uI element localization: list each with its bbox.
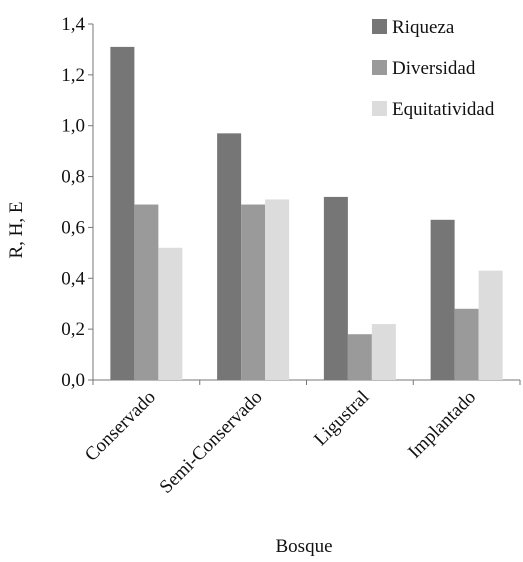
legend-label-diversidad: Diversidad [392, 58, 476, 79]
y-tick-label: 1,0 [61, 116, 85, 137]
y-tick-label: 0,0 [61, 370, 85, 391]
legend-label-riqueza: Riqueza [392, 17, 455, 38]
bar-diversidad-conservado [134, 204, 159, 380]
y-axis: 0,0 0,2 0,4 0,6 0,8 1,0 1,2 1,4 [61, 14, 94, 391]
x-axis-title: Bosque [276, 536, 333, 557]
y-tick-label: 0,2 [61, 319, 85, 340]
bar-diversidad-ligustral [347, 334, 372, 380]
y-tick-label: 1,2 [61, 65, 85, 86]
bar-equitatividad-conservado [158, 247, 183, 380]
legend-label-equitatividad: Equitatividad [392, 99, 495, 120]
legend-swatch-riqueza [372, 19, 387, 34]
legend-swatch-diversidad [372, 60, 387, 75]
x-tick-label: Ligustral [310, 387, 373, 450]
legend-swatch-equitatividad [372, 101, 387, 116]
bar-equitatividad-ligustral [371, 324, 396, 380]
y-axis-title: R, H, E [6, 202, 27, 259]
bar-equitatividad-implantado [478, 270, 503, 380]
bars [110, 46, 503, 381]
x-tick-label: Implantado [404, 387, 480, 463]
y-tick-label: 0,4 [61, 268, 85, 289]
bar-riqueza-semi-conservado [217, 133, 242, 380]
legend: Riqueza Diversidad Equitatividad [372, 17, 495, 120]
y-tick-label: 0,8 [61, 167, 85, 188]
x-tick-label: Semi-Conservado [156, 387, 267, 498]
y-tick-label: 1,4 [61, 14, 85, 35]
bar-riqueza-conservado [110, 46, 135, 381]
bar-equitatividad-semi-conservado [265, 199, 290, 380]
y-tick-label: 0,6 [61, 217, 85, 238]
bar-riqueza-ligustral [323, 196, 348, 380]
bar-diversidad-semi-conservado [241, 204, 266, 380]
x-tick-label: Conservado [81, 387, 160, 466]
bar-diversidad-implantado [454, 308, 479, 380]
bar-riqueza-implantado [430, 219, 455, 380]
